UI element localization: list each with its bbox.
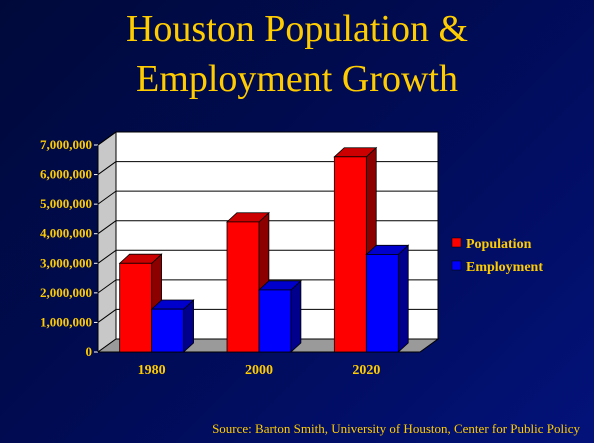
legend-swatch-population xyxy=(451,237,462,248)
x-tick-label: 2000 xyxy=(245,363,273,378)
bar-employment xyxy=(151,308,185,353)
y-tick-label: 2,000,000 xyxy=(40,285,92,300)
y-tick-label: 5,000,000 xyxy=(40,196,92,211)
gridline-side xyxy=(97,249,117,264)
gridline-side xyxy=(97,190,117,205)
y-tick-label: 4,000,000 xyxy=(40,226,92,241)
gridline-side xyxy=(97,309,117,323)
bar-population xyxy=(119,262,153,353)
y-tick-label: 6,000,000 xyxy=(40,167,92,182)
bar-employment xyxy=(365,254,399,353)
gridline-side xyxy=(97,220,117,235)
bar-employment-side xyxy=(397,244,409,353)
x-tick-label: 1980 xyxy=(138,363,166,378)
gridline-side xyxy=(97,161,117,175)
legend-swatch-employment xyxy=(451,260,462,271)
legend-label-employment: Employment xyxy=(466,260,543,275)
gridline-side xyxy=(97,131,117,146)
y-tick-label: 1,000,000 xyxy=(40,314,92,329)
bar-population xyxy=(333,156,367,353)
x-tick-label: 2020 xyxy=(352,363,380,378)
y-tick-label: 7,000,000 xyxy=(40,137,92,152)
chart-title-line-2: Employment Growth xyxy=(136,58,458,100)
bar-population xyxy=(226,221,260,353)
bar-employment xyxy=(258,289,292,353)
legend-label-population: Population xyxy=(466,237,532,252)
plot-side-wall xyxy=(97,131,117,353)
gridline-side xyxy=(97,279,117,294)
y-tick-label: 3,000,000 xyxy=(40,255,92,270)
bar-employment-side xyxy=(290,279,302,353)
source-note: Source: Barton Smith, University of Hous… xyxy=(212,421,580,436)
chart-title-line-1: Houston Population & xyxy=(125,8,469,50)
y-tick-label: 0 xyxy=(86,344,93,359)
